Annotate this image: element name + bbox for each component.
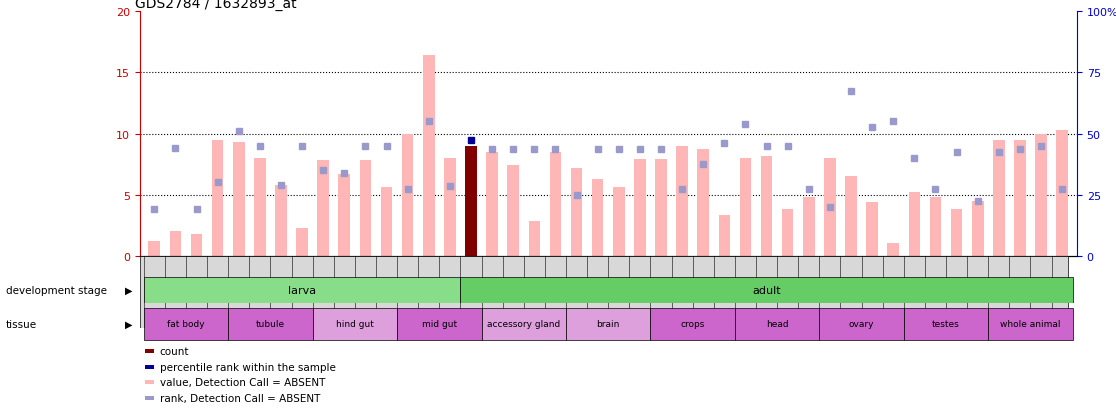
Bar [866, 202, 878, 256]
Bar [402, 134, 413, 256]
Bar [566, 309, 651, 340]
Text: hind gut: hind gut [336, 320, 374, 329]
Bar [989, 309, 1072, 340]
Text: testes: testes [932, 320, 960, 329]
Text: fat body: fat body [167, 320, 204, 329]
Bar [381, 188, 393, 256]
Bar [529, 222, 540, 256]
Bar [144, 277, 461, 303]
Text: tubule: tubule [256, 320, 285, 329]
Text: ovary: ovary [849, 320, 874, 329]
Bar [312, 309, 397, 340]
Bar [698, 150, 709, 256]
Bar [570, 169, 583, 256]
Bar [676, 147, 687, 256]
Bar [508, 166, 519, 256]
Bar [804, 197, 815, 256]
Bar [591, 179, 604, 256]
Bar [296, 228, 308, 256]
Text: head: head [766, 320, 788, 329]
Text: accessory gland: accessory gland [488, 320, 560, 329]
Bar [549, 152, 561, 256]
Bar [317, 161, 329, 256]
Bar [719, 216, 730, 256]
Bar [908, 193, 921, 256]
Bar [212, 140, 223, 256]
Bar [824, 159, 836, 256]
Bar [461, 277, 1072, 303]
Bar [930, 197, 941, 256]
Text: crops: crops [681, 320, 705, 329]
Bar [951, 210, 962, 256]
Bar [613, 188, 625, 256]
Bar [1057, 131, 1068, 256]
Bar [254, 159, 266, 256]
Text: GDS2784 / 1632893_at: GDS2784 / 1632893_at [135, 0, 297, 12]
Bar [144, 309, 228, 340]
Bar [993, 140, 1004, 256]
Bar [887, 244, 899, 256]
Text: ▶: ▶ [125, 285, 133, 295]
Bar [845, 177, 857, 256]
Bar [740, 159, 751, 256]
Text: percentile rank within the sample: percentile rank within the sample [160, 362, 336, 372]
Bar [397, 309, 481, 340]
Bar [1014, 140, 1026, 256]
Bar [233, 143, 244, 256]
Bar [191, 234, 202, 256]
Bar [735, 309, 819, 340]
Text: rank, Detection Call = ABSENT: rank, Detection Call = ABSENT [160, 393, 320, 403]
Bar [423, 56, 434, 256]
Bar [170, 232, 181, 256]
Text: tissue: tissue [6, 319, 37, 329]
Text: mid gut: mid gut [422, 320, 456, 329]
Bar [276, 185, 287, 256]
Bar [972, 201, 983, 256]
Text: ▶: ▶ [125, 319, 133, 329]
Bar [761, 156, 772, 256]
Bar [634, 160, 646, 256]
Bar [338, 174, 350, 256]
Text: whole animal: whole animal [1000, 320, 1060, 329]
Bar [148, 242, 160, 256]
Bar [487, 152, 498, 256]
Bar [819, 309, 904, 340]
Bar [655, 160, 666, 256]
Bar [1036, 134, 1047, 256]
Text: development stage: development stage [6, 285, 107, 295]
Text: adult: adult [752, 285, 781, 295]
Bar [904, 309, 989, 340]
Bar [465, 147, 477, 256]
Text: larva: larva [288, 285, 316, 295]
Text: count: count [160, 346, 190, 356]
Bar [782, 210, 793, 256]
Bar [228, 309, 312, 340]
Bar [651, 309, 735, 340]
Text: brain: brain [597, 320, 619, 329]
Bar [359, 161, 372, 256]
Bar [444, 159, 455, 256]
Text: value, Detection Call = ABSENT: value, Detection Call = ABSENT [160, 377, 325, 387]
Bar [481, 309, 566, 340]
